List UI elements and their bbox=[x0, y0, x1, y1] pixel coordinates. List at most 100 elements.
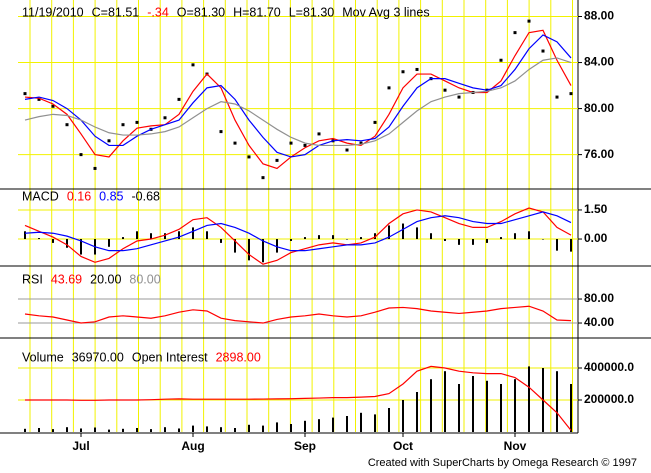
bar bbox=[108, 429, 110, 432]
x-tick-label: Jul bbox=[72, 439, 89, 453]
x-tick-label: Oct bbox=[393, 439, 413, 453]
bar bbox=[94, 427, 96, 432]
price-point bbox=[569, 92, 573, 96]
header-text: O=81.30 bbox=[177, 5, 225, 19]
bar bbox=[444, 239, 446, 241]
bar bbox=[416, 227, 418, 240]
price-point bbox=[247, 155, 251, 159]
bar bbox=[332, 235, 334, 240]
bar bbox=[360, 412, 362, 432]
price-point bbox=[23, 92, 27, 96]
bar bbox=[24, 231, 26, 240]
y-tick-label: 0.00 bbox=[584, 231, 608, 245]
header-text: 80.00 bbox=[129, 272, 160, 286]
price-point bbox=[401, 70, 405, 74]
bar bbox=[234, 428, 236, 432]
x-tick-label: Sep bbox=[294, 439, 316, 453]
bar bbox=[234, 239, 236, 253]
footer: Created with SuperCharts by Omega Resear… bbox=[368, 457, 637, 469]
bar bbox=[388, 225, 390, 240]
series-line bbox=[24, 305, 572, 324]
price-point bbox=[303, 143, 307, 147]
bar bbox=[220, 239, 222, 243]
bar bbox=[290, 424, 292, 432]
bar bbox=[402, 400, 404, 432]
price-point bbox=[93, 166, 97, 170]
bar bbox=[262, 239, 264, 263]
bar bbox=[486, 380, 488, 432]
bar bbox=[360, 237, 362, 240]
bar bbox=[458, 239, 460, 245]
y-tick-label: 84.00 bbox=[584, 55, 614, 69]
y-tick-label: 76.00 bbox=[584, 147, 614, 161]
price-point bbox=[135, 120, 139, 124]
bar bbox=[52, 429, 54, 432]
bar bbox=[276, 239, 278, 253]
header-text: -0.68 bbox=[132, 189, 161, 203]
bar bbox=[80, 239, 82, 255]
bar bbox=[276, 422, 278, 432]
bar bbox=[346, 239, 348, 240]
bar bbox=[318, 419, 320, 432]
bar bbox=[248, 239, 250, 261]
bar bbox=[402, 223, 404, 240]
bar bbox=[136, 428, 138, 432]
price-point bbox=[415, 67, 419, 71]
bar bbox=[528, 366, 530, 432]
bar bbox=[430, 379, 432, 432]
bar bbox=[52, 239, 54, 243]
bar bbox=[570, 239, 572, 252]
price-point bbox=[37, 97, 41, 101]
price-point bbox=[289, 141, 293, 145]
bar bbox=[416, 392, 418, 432]
header-text: 20.00 bbox=[90, 272, 121, 286]
price-point bbox=[121, 123, 125, 127]
x-tick-label: Nov bbox=[504, 439, 527, 453]
bar bbox=[500, 384, 502, 432]
price-point bbox=[359, 141, 363, 145]
bar bbox=[108, 239, 110, 247]
bar bbox=[150, 233, 152, 240]
price-point bbox=[107, 139, 111, 143]
bar bbox=[38, 428, 40, 432]
header-text: 0.85 bbox=[99, 189, 123, 203]
series-line bbox=[24, 34, 572, 158]
bar bbox=[192, 425, 194, 432]
y-tick-label: 1.50 bbox=[584, 202, 608, 216]
series-line bbox=[24, 211, 572, 252]
bar bbox=[374, 414, 376, 432]
bar bbox=[122, 428, 124, 432]
bar bbox=[500, 237, 502, 240]
bar bbox=[66, 427, 68, 432]
bar bbox=[304, 420, 306, 432]
y-tick-label: 88.00 bbox=[584, 9, 614, 23]
price-point bbox=[373, 120, 377, 124]
bar bbox=[178, 428, 180, 432]
header-text: H=81.70 bbox=[233, 5, 281, 19]
header-text: C=81.51 bbox=[92, 5, 140, 19]
bar bbox=[570, 384, 572, 432]
price-point bbox=[457, 95, 461, 99]
price-point bbox=[317, 132, 321, 136]
bar bbox=[206, 231, 208, 240]
bar bbox=[178, 231, 180, 240]
y-tick-label: 400000.0 bbox=[584, 360, 634, 374]
price-point bbox=[527, 19, 531, 23]
y-tick-label: 200000.0 bbox=[584, 392, 634, 406]
bar bbox=[24, 428, 26, 432]
header-text: 43.69 bbox=[51, 272, 82, 286]
price-point bbox=[177, 97, 181, 101]
price-point bbox=[387, 86, 391, 90]
bar bbox=[192, 227, 194, 240]
bar bbox=[444, 371, 446, 432]
price-point bbox=[345, 148, 349, 152]
bar bbox=[346, 416, 348, 432]
price-point bbox=[233, 141, 237, 145]
header-text: 11/19/2010 bbox=[22, 5, 84, 19]
header-text: RSI bbox=[22, 272, 43, 286]
bar bbox=[332, 417, 334, 432]
y-tick-label: 80.00 bbox=[584, 291, 614, 305]
price-point bbox=[79, 153, 83, 157]
bar bbox=[528, 231, 530, 240]
